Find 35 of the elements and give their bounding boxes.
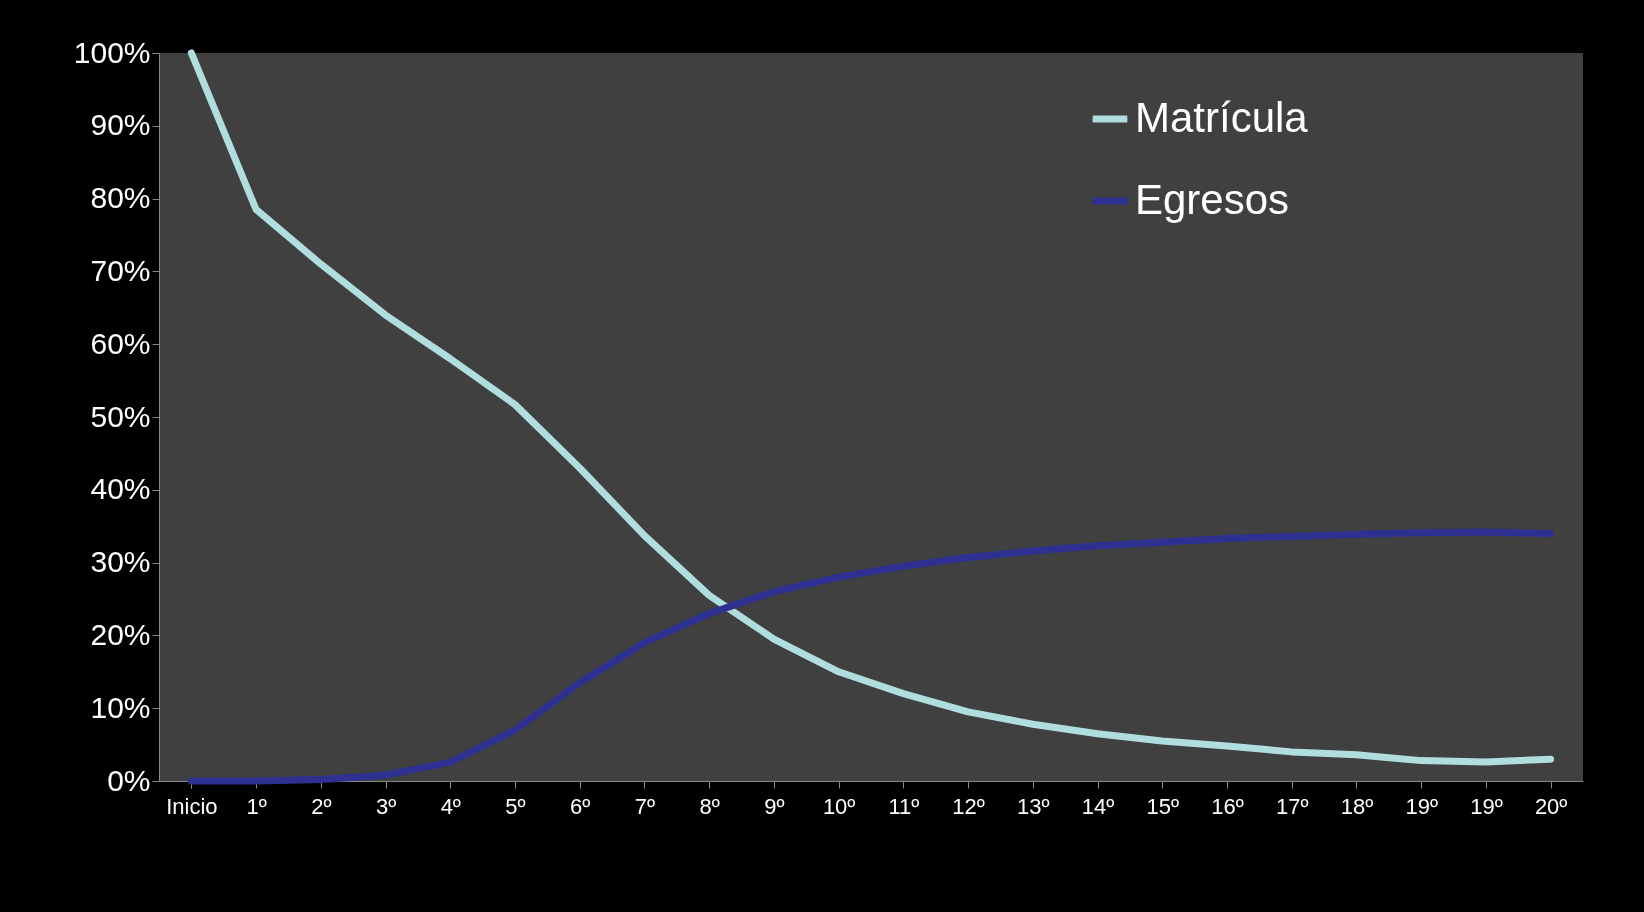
y-tick-label: 60% xyxy=(90,326,151,360)
y-tick-label: 20% xyxy=(90,617,151,651)
y-tick-label: 50% xyxy=(90,399,151,433)
x-tick-label: 7º xyxy=(634,793,656,819)
y-tick-label: 80% xyxy=(90,181,151,215)
x-tick-label: 18º xyxy=(1340,793,1374,819)
legend-label: Egresos xyxy=(1135,176,1290,223)
y-tick-label: 30% xyxy=(90,545,151,579)
x-tick-label: 8º xyxy=(699,793,720,819)
y-tick-label: 10% xyxy=(90,690,151,724)
x-tick-label: 20º xyxy=(1534,793,1568,819)
x-tick-label: 13º xyxy=(1017,793,1050,819)
y-tick-label: 90% xyxy=(90,108,151,142)
x-tick-label: Inicio xyxy=(166,793,218,819)
x-tick-label: 10º xyxy=(822,793,856,819)
x-tick-label: 16º xyxy=(1211,793,1244,819)
x-tick-label: 5º xyxy=(505,793,526,819)
x-tick-label: 2º xyxy=(311,793,332,819)
x-tick-label: 12º xyxy=(952,793,985,819)
x-tick-label: 19º xyxy=(1405,793,1438,819)
x-tick-label: 14º xyxy=(1081,793,1115,819)
x-tick-label: 19º xyxy=(1470,793,1503,819)
x-tick-label: 4º xyxy=(440,793,461,819)
legend-label: Matrícula xyxy=(1135,94,1309,141)
x-tick-label: 1º xyxy=(246,793,267,819)
x-tick-label: 3º xyxy=(375,793,397,819)
x-tick-label: 15º xyxy=(1146,793,1180,819)
x-tick-label: 9º xyxy=(764,793,785,819)
y-tick-label: 100% xyxy=(73,35,151,69)
x-tick-label: 17º xyxy=(1275,793,1309,819)
y-tick-label: 0% xyxy=(107,763,151,797)
y-tick-label: 40% xyxy=(90,472,151,506)
x-tick-label: 11º xyxy=(888,793,920,819)
y-tick-label: 70% xyxy=(90,253,151,287)
x-tick-label: 6º xyxy=(570,793,591,819)
